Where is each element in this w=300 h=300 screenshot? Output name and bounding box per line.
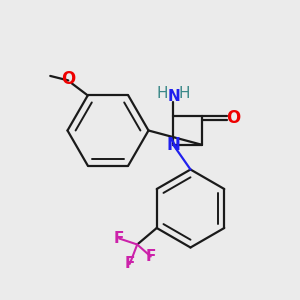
Text: F: F	[124, 256, 135, 272]
Text: H: H	[179, 86, 190, 101]
Text: O: O	[61, 70, 75, 88]
Text: N: N	[167, 89, 180, 104]
Text: F: F	[114, 231, 124, 246]
Text: N: N	[166, 136, 180, 154]
Text: H: H	[156, 86, 168, 101]
Text: F: F	[146, 249, 156, 264]
Text: O: O	[226, 109, 240, 127]
